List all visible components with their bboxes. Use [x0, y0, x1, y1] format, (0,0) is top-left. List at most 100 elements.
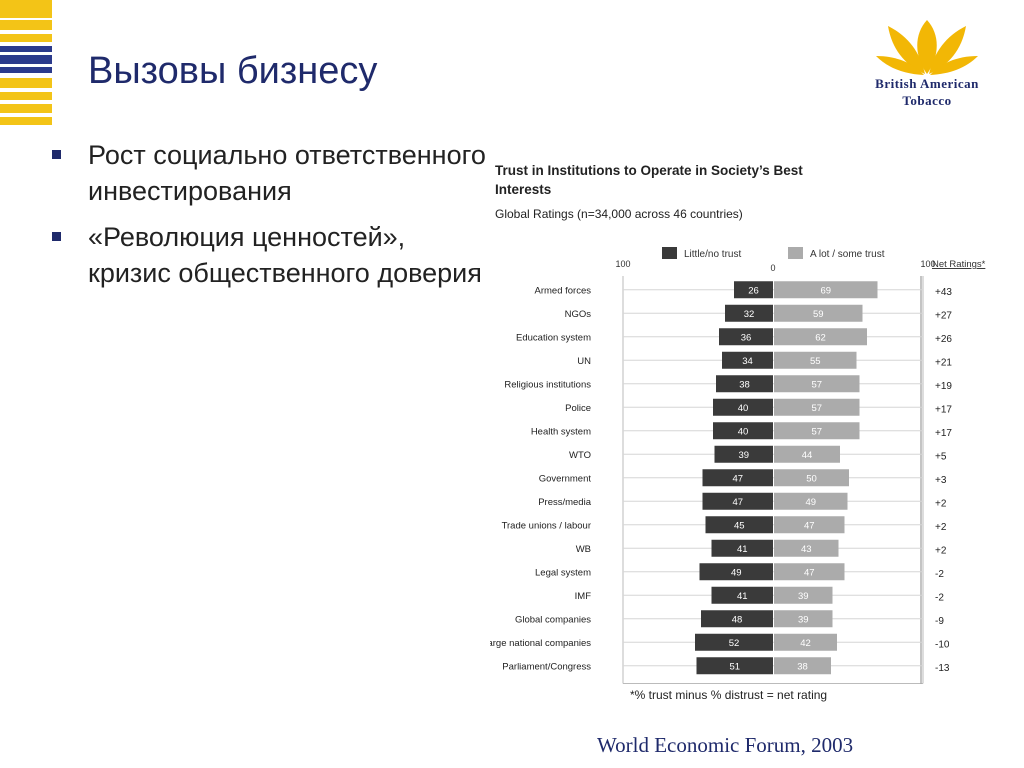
bar-value-distrust: 48	[732, 614, 743, 625]
bar-distrust	[705, 516, 773, 534]
stripe	[0, 10, 52, 18]
bullet-item: Рост социально ответственного инвестиров…	[50, 137, 490, 209]
bat-logo: British American Tobacco	[852, 18, 1002, 118]
bullet-text: «Революция ценностей», кризис общественн…	[88, 222, 482, 288]
category-label: Health system	[531, 426, 591, 437]
bar-value-distrust: 49	[731, 567, 742, 578]
stripe	[0, 104, 52, 113]
chart-footnote: *% trust minus % distrust = net rating	[630, 688, 828, 702]
bar-value-trust: 57	[811, 426, 822, 437]
bullet-item: «Революция ценностей», кризис общественн…	[50, 219, 490, 291]
bar-value-distrust: 40	[738, 426, 749, 437]
bar-distrust	[734, 281, 773, 299]
leaf-logo-icon	[876, 20, 978, 75]
slide-title: Вызовы бизнесу	[88, 50, 378, 92]
bar-distrust	[711, 539, 773, 557]
bar-value-trust: 49	[805, 497, 816, 508]
bar-value-distrust: 41	[737, 591, 748, 602]
bullet-text: Рост социально ответственного инвестиров…	[88, 140, 486, 206]
net-rating-value: +27	[935, 310, 952, 321]
category-label: Government	[539, 473, 592, 484]
category-label: Religious institutions	[504, 379, 591, 390]
bar-distrust	[716, 375, 773, 393]
bar-distrust	[702, 469, 773, 487]
square-bullet-icon	[52, 150, 61, 159]
bar-trust	[774, 445, 840, 463]
net-rating-value: +3	[935, 475, 947, 486]
category-label: Global companies	[515, 614, 591, 625]
stripe	[0, 46, 52, 52]
bar-value-distrust: 32	[744, 309, 755, 320]
bar-value-distrust: 26	[748, 285, 759, 296]
logo-text-line1: British American	[875, 76, 979, 91]
bar-value-trust: 43	[801, 544, 812, 555]
stripe	[0, 67, 52, 73]
net-rating-value: -2	[935, 592, 944, 603]
bar-trust	[774, 328, 867, 346]
bar-value-trust: 57	[811, 403, 822, 414]
bar-distrust	[713, 398, 773, 416]
stripe	[0, 117, 52, 125]
net-rating-value: +43	[935, 287, 952, 298]
source-citation: World Economic Forum, 2003	[597, 733, 854, 757]
bar-value-distrust: 41	[737, 544, 748, 555]
bar-distrust	[725, 304, 773, 322]
axis-tick-center: 0	[770, 263, 775, 273]
bar-value-trust: 38	[797, 661, 808, 672]
bar-trust	[774, 492, 848, 510]
bar-trust	[774, 281, 878, 299]
bar-trust	[774, 351, 857, 369]
axis-tick-right: 100	[920, 259, 935, 269]
bar-value-trust: 47	[804, 520, 815, 531]
category-label: Parliament/Congress	[502, 661, 591, 672]
bar-distrust	[722, 351, 773, 369]
legend-label-distrust: Little/no trust	[684, 249, 741, 260]
bar-value-distrust: 47	[732, 473, 743, 484]
net-rating-value: -2	[935, 569, 944, 580]
bar-distrust	[713, 422, 773, 440]
bar-value-distrust: 38	[739, 379, 750, 390]
bar-trust	[774, 304, 863, 322]
bar-trust	[774, 610, 833, 628]
bar-trust	[774, 657, 831, 675]
category-label: IMF	[575, 591, 592, 602]
bar-trust	[774, 422, 860, 440]
bar-value-trust: 39	[798, 614, 809, 625]
bar-value-trust: 55	[810, 356, 821, 367]
bar-distrust	[702, 492, 773, 510]
bar-value-trust: 69	[820, 285, 831, 296]
legend-swatch-trust	[788, 247, 803, 259]
stripe	[0, 34, 52, 42]
bar-trust	[774, 375, 860, 393]
bar-value-distrust: 34	[742, 356, 753, 367]
category-label: NGOs	[565, 309, 592, 320]
category-label: Police	[565, 403, 591, 414]
stripe	[0, 55, 52, 64]
net-rating-value: +26	[935, 334, 952, 345]
trust-chart: Little/no trust A lot / some trust 100 0 100…	[490, 247, 986, 684]
net-rating-value: +2	[935, 498, 947, 509]
net-rating-value: -10	[935, 639, 950, 650]
net-rating-value: +2	[935, 545, 947, 556]
net-ratings-header: Net Ratings*	[932, 259, 986, 270]
bar-distrust	[695, 633, 773, 651]
bar-value-trust: 47	[804, 567, 815, 578]
bar-value-trust: 50	[806, 473, 817, 484]
legend-label-trust: A lot / some trust	[810, 249, 885, 260]
category-label: WTO	[569, 450, 591, 461]
bar-value-trust: 62	[815, 332, 826, 343]
net-rating-value: +17	[935, 404, 952, 415]
bullet-list: Рост социально ответственного инвестиров…	[50, 137, 490, 301]
chart-subtitle: Global Ratings (n=34,000 across 46 count…	[495, 207, 743, 221]
bar-value-distrust: 45	[734, 520, 745, 531]
stripe	[0, 0, 52, 10]
square-bullet-icon	[52, 232, 61, 241]
bar-trust	[774, 516, 845, 534]
bar-trust	[774, 586, 833, 604]
legend-swatch-distrust	[662, 247, 677, 259]
category-label: WB	[576, 544, 591, 555]
bar-value-distrust: 47	[732, 497, 743, 508]
category-label: Trade unions / labour	[502, 520, 591, 531]
bar-value-trust: 57	[811, 379, 822, 390]
net-rating-value: +19	[935, 381, 952, 392]
